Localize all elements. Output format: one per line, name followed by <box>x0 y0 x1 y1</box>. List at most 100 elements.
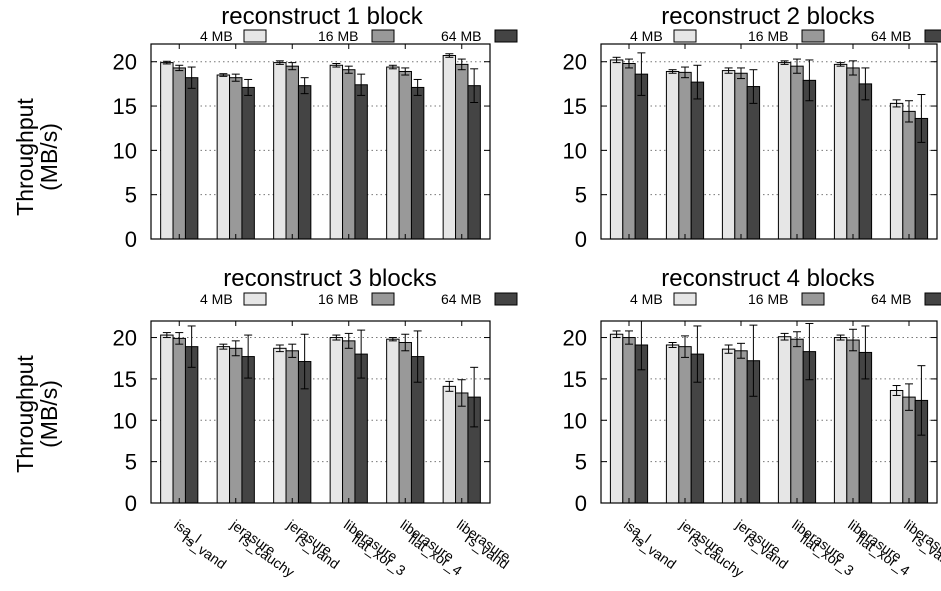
bar <box>902 396 916 504</box>
y-tick-label: 10 <box>563 408 587 433</box>
y-tick-label: 20 <box>563 326 587 351</box>
bar <box>386 338 400 504</box>
plot-frame <box>600 320 938 504</box>
bar <box>746 86 761 240</box>
y-axis-label: Throughput <box>12 98 38 216</box>
y-axis-label-unit: (MB/s) <box>36 123 62 191</box>
y-tick-label: 15 <box>113 94 137 119</box>
y-tick-label: 0 <box>575 227 587 252</box>
legend-swatch <box>673 292 697 306</box>
y-tick-label: 0 <box>125 491 137 516</box>
bar <box>634 73 649 240</box>
bar <box>833 337 848 504</box>
bar <box>172 67 186 240</box>
bar <box>184 77 199 240</box>
y-tick-label: 15 <box>113 367 137 392</box>
bar <box>229 77 243 240</box>
bar <box>160 334 174 504</box>
bar <box>442 385 457 504</box>
bar <box>160 62 174 240</box>
bar <box>241 86 255 240</box>
bar <box>329 337 344 504</box>
y-tick-label: 0 <box>125 227 137 252</box>
bar <box>442 55 457 240</box>
bar <box>285 350 299 504</box>
bar <box>889 389 904 504</box>
y-tick-label: 20 <box>563 50 587 75</box>
bar <box>833 63 848 240</box>
chart-title: reconstruct 2 blocks <box>661 3 874 30</box>
bar <box>455 63 469 240</box>
y-tick-label: 10 <box>113 408 137 433</box>
legend-label: 64 MB <box>871 28 911 44</box>
legend-swatch <box>924 29 941 43</box>
bar <box>273 347 287 504</box>
chart-title: reconstruct 4 blocks <box>661 265 874 292</box>
bar <box>329 64 344 240</box>
bar <box>678 71 692 240</box>
legend-label: 4 MB <box>630 291 663 307</box>
bar <box>216 346 231 504</box>
y-tick-label: 15 <box>563 94 587 119</box>
legend-label: 4 MB <box>630 28 663 44</box>
legend-swatch <box>371 29 395 43</box>
y-tick-label: 5 <box>575 450 587 475</box>
legend-swatch <box>494 292 518 306</box>
bar <box>342 340 356 504</box>
legend-swatch <box>801 292 825 306</box>
bar <box>273 62 287 240</box>
bar <box>777 336 792 504</box>
legend-swatch <box>243 292 267 306</box>
y-tick-label: 10 <box>563 138 587 163</box>
plot-frame <box>150 320 491 504</box>
y-tick-label: 20 <box>113 326 137 351</box>
bar <box>721 70 736 240</box>
legend-label: 64 MB <box>871 291 911 307</box>
chart-title: reconstruct 3 blocks <box>223 265 436 292</box>
bar <box>734 72 748 240</box>
legend-swatch <box>243 29 267 43</box>
bar <box>398 342 412 504</box>
bar <box>790 65 804 240</box>
bar <box>386 66 400 240</box>
y-tick-label: 5 <box>575 183 587 208</box>
bar <box>216 74 231 240</box>
bar <box>622 337 636 504</box>
bar <box>354 84 368 240</box>
plot-frame <box>150 43 491 240</box>
bar <box>184 346 199 504</box>
legend-swatch <box>924 292 941 306</box>
y-tick-label: 5 <box>125 450 137 475</box>
bar <box>609 333 624 504</box>
bar <box>665 344 680 504</box>
legend-label: 16 MB <box>748 291 788 307</box>
plot-frame <box>600 43 938 240</box>
bar <box>172 337 186 504</box>
legend-swatch <box>673 29 697 43</box>
legend-label: 16 MB <box>748 28 788 44</box>
y-tick-label: 5 <box>125 183 137 208</box>
bar <box>455 392 469 504</box>
bar <box>721 348 736 504</box>
y-tick-label: 20 <box>113 50 137 75</box>
chart-title: reconstruct 1 block <box>221 3 423 30</box>
bar <box>777 62 792 240</box>
legend-label: 64 MB <box>441 291 481 307</box>
bar <box>398 70 412 240</box>
bar <box>734 350 748 504</box>
y-axis-label-unit: (MB/s) <box>36 380 62 448</box>
legend-swatch <box>494 29 518 43</box>
bar <box>802 79 817 240</box>
y-tick-label: 15 <box>563 367 587 392</box>
bar <box>889 102 904 240</box>
bar <box>229 347 243 504</box>
bar <box>622 63 636 240</box>
legend-label: 4 MB <box>200 291 233 307</box>
bar <box>858 83 873 240</box>
